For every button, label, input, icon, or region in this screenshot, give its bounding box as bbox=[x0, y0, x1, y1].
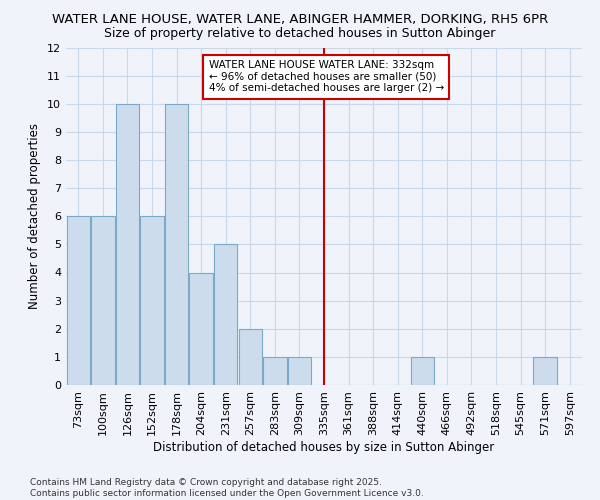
Bar bbox=[288, 357, 311, 385]
Bar bbox=[190, 272, 213, 385]
Text: Contains HM Land Registry data © Crown copyright and database right 2025.
Contai: Contains HM Land Registry data © Crown c… bbox=[30, 478, 424, 498]
Text: Size of property relative to detached houses in Sutton Abinger: Size of property relative to detached ho… bbox=[104, 28, 496, 40]
Y-axis label: Number of detached properties: Number of detached properties bbox=[28, 123, 41, 309]
Bar bbox=[239, 329, 262, 385]
Bar bbox=[533, 357, 557, 385]
Bar bbox=[214, 244, 238, 385]
Bar bbox=[165, 104, 188, 385]
Bar bbox=[410, 357, 434, 385]
Bar bbox=[116, 104, 139, 385]
Bar bbox=[263, 357, 287, 385]
Text: WATER LANE HOUSE, WATER LANE, ABINGER HAMMER, DORKING, RH5 6PR: WATER LANE HOUSE, WATER LANE, ABINGER HA… bbox=[52, 12, 548, 26]
Bar bbox=[140, 216, 164, 385]
X-axis label: Distribution of detached houses by size in Sutton Abinger: Distribution of detached houses by size … bbox=[154, 440, 494, 454]
Text: WATER LANE HOUSE WATER LANE: 332sqm
← 96% of detached houses are smaller (50)
4%: WATER LANE HOUSE WATER LANE: 332sqm ← 96… bbox=[209, 60, 444, 94]
Bar bbox=[91, 216, 115, 385]
Bar bbox=[67, 216, 90, 385]
